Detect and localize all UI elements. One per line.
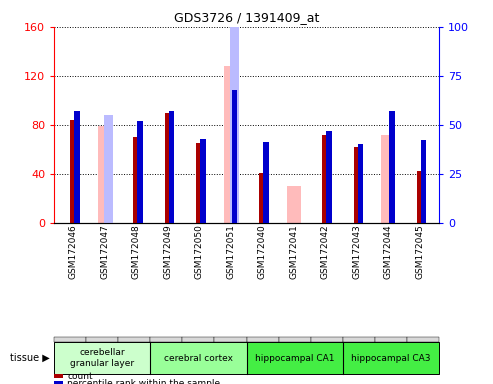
Text: count: count [67, 372, 93, 381]
Text: percentile rank within the sample: percentile rank within the sample [67, 379, 220, 384]
Title: GDS3726 / 1391409_at: GDS3726 / 1391409_at [174, 11, 319, 24]
Bar [137, 121, 143, 223]
Bar [358, 144, 363, 223]
Bar [74, 111, 80, 223]
Bar [381, 135, 395, 223]
Bar [133, 137, 139, 223]
Bar [263, 142, 269, 223]
Bar [224, 66, 238, 223]
Bar [196, 143, 202, 223]
Bar [389, 111, 395, 223]
Bar [259, 172, 265, 223]
Bar [230, 0, 239, 223]
Text: hippocampal CA1: hippocampal CA1 [255, 354, 334, 362]
Text: hippocampal CA3: hippocampal CA3 [351, 354, 430, 362]
Bar [354, 147, 360, 223]
Bar [165, 113, 171, 223]
Bar [421, 141, 426, 223]
Bar [322, 135, 328, 223]
Bar [169, 111, 175, 223]
Bar [98, 126, 112, 223]
Bar [287, 186, 301, 223]
Bar [232, 89, 237, 223]
Bar [200, 139, 206, 223]
Bar [104, 115, 113, 223]
Bar [417, 171, 423, 223]
Text: cerebellar
granular layer: cerebellar granular layer [70, 348, 135, 368]
Text: tissue ▶: tissue ▶ [10, 353, 50, 363]
Text: cerebral cortex: cerebral cortex [164, 354, 233, 362]
Bar [326, 131, 332, 223]
Bar [70, 120, 76, 223]
